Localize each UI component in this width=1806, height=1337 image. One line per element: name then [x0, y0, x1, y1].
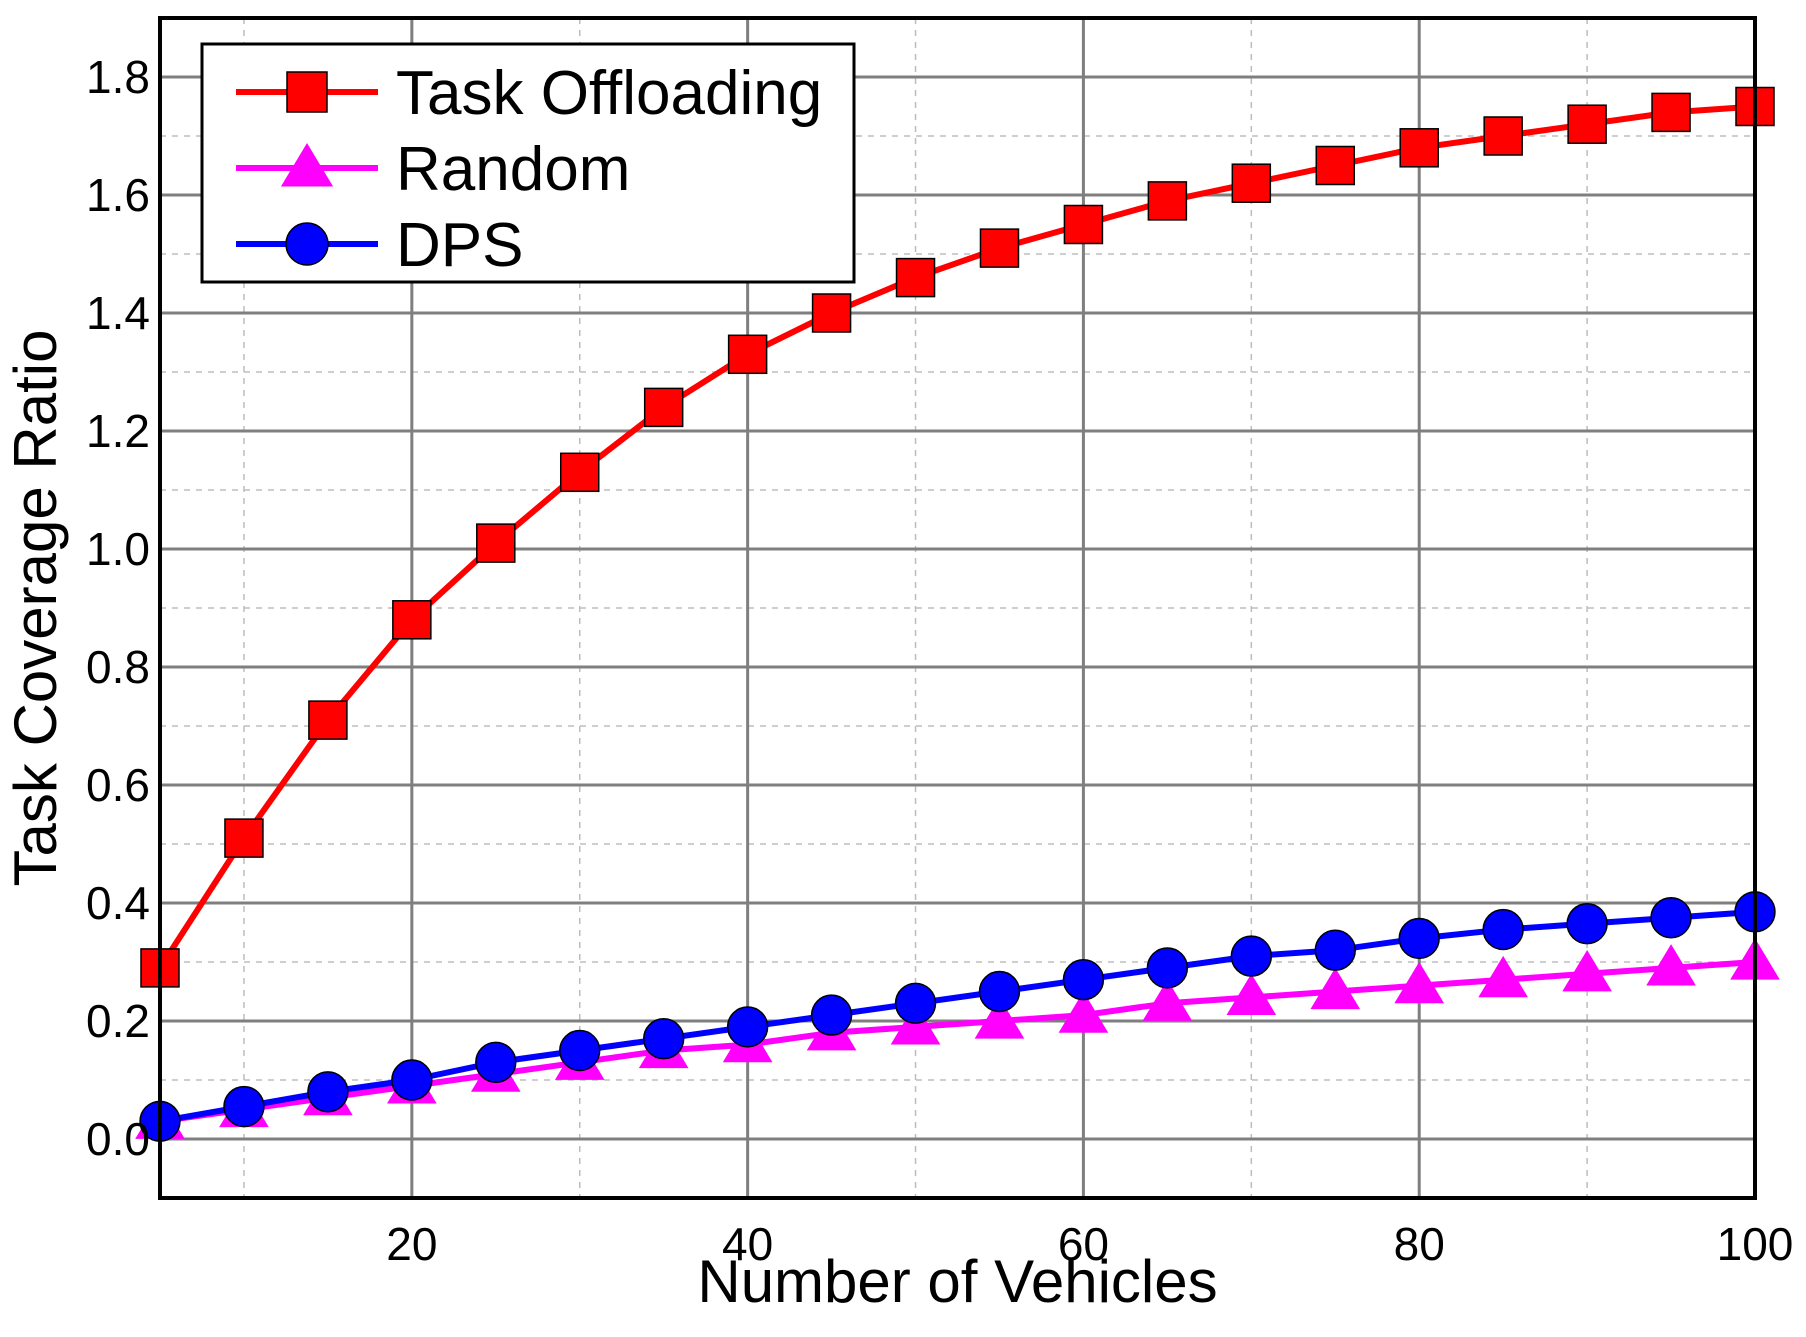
- square-marker: [643, 387, 684, 428]
- circle-marker: [978, 970, 1021, 1013]
- triangle-marker: [1394, 961, 1445, 1004]
- y-tick-label: 1.4: [86, 287, 150, 339]
- y-axis-label: Task Coverage Ratio: [2, 330, 69, 887]
- circle-marker: [1146, 947, 1189, 989]
- legend-label: DPS: [396, 211, 523, 280]
- square-marker: [1651, 92, 1691, 133]
- series-layer: [135, 86, 1780, 1143]
- circle-marker: [223, 1085, 265, 1128]
- circle-marker: [1482, 908, 1524, 951]
- y-tick-label: 1.0: [86, 523, 150, 575]
- circle-marker: [285, 222, 329, 266]
- circle-marker: [1398, 917, 1440, 960]
- circle-marker: [559, 1029, 601, 1072]
- triangle-marker: [1058, 991, 1109, 1033]
- circle-marker: [1314, 929, 1356, 971]
- triangle-marker: [974, 997, 1025, 1039]
- square-marker: [1231, 163, 1272, 203]
- square-marker: [1147, 181, 1188, 221]
- circle-marker: [391, 1059, 433, 1101]
- y-tick-label: 1.6: [86, 169, 150, 221]
- legend-label: Task Offloading: [396, 59, 822, 128]
- square-marker: [979, 228, 1020, 268]
- circle-marker: [475, 1041, 517, 1084]
- triangle-marker: [890, 1003, 941, 1045]
- y-tick-label: 0.6: [86, 759, 150, 811]
- plot-frame: [158, 16, 1757, 1200]
- legend-item: Random: [236, 135, 630, 204]
- triangle-marker: [1310, 967, 1361, 1010]
- circle-marker: [1650, 897, 1692, 939]
- square-marker: [895, 257, 936, 298]
- square-marker: [476, 523, 516, 563]
- circle-marker: [307, 1071, 349, 1113]
- triangle-marker: [280, 143, 334, 187]
- square-marker: [308, 700, 348, 740]
- circle-marker: [1062, 959, 1105, 1001]
- y-tick-label: 0.8: [86, 641, 150, 693]
- y-tick-label: 0.4: [86, 877, 150, 929]
- circle-marker: [642, 1017, 685, 1060]
- circle-marker: [1566, 902, 1608, 945]
- legend: Task Offloading Random DPS: [200, 42, 856, 284]
- square-marker: [1399, 128, 1439, 168]
- square-marker: [1567, 104, 1607, 144]
- y-tick-label: 1.2: [86, 405, 150, 457]
- square-marker: [286, 71, 328, 113]
- triangle-marker: [1646, 944, 1696, 986]
- triangle-marker: [1142, 979, 1193, 1021]
- circle-marker: [1230, 935, 1273, 977]
- circle-marker: [810, 994, 853, 1036]
- square-marker: [727, 334, 768, 375]
- square-marker: [811, 293, 852, 333]
- legend-item: Task Offloading: [236, 59, 822, 128]
- x-tick-label: 60: [1058, 1218, 1109, 1270]
- triangle-marker: [1478, 955, 1528, 998]
- x-tick-label: 40: [722, 1218, 773, 1270]
- triangle-marker: [1562, 950, 1612, 992]
- x-tick-label: 20: [386, 1218, 437, 1270]
- square-marker: [1483, 116, 1523, 156]
- circle-marker: [894, 982, 937, 1024]
- square-marker: [559, 452, 600, 493]
- y-tick-label: 0.2: [86, 995, 150, 1047]
- tick-labels: 20 40 60 80 100 0.0 0.2 0.4 0.6 0.8 1.0 1.2 1.4 1.6 1.…: [86, 51, 1793, 1270]
- square-marker: [1063, 204, 1104, 245]
- y-tick-label: 1.8: [86, 51, 150, 103]
- square-marker: [392, 600, 432, 640]
- x-axis-label: Number of Vehicles: [697, 1248, 1217, 1315]
- triangle-marker: [1226, 973, 1277, 1015]
- legend-label: Random: [396, 135, 630, 204]
- square-marker: [1315, 145, 1356, 186]
- circle-marker: [726, 1006, 769, 1048]
- x-tick-label: 80: [1394, 1218, 1445, 1270]
- y-tick-label: 0.0: [86, 1113, 150, 1165]
- x-tick-label: 100: [1717, 1218, 1794, 1270]
- square-marker: [224, 818, 264, 858]
- legend-item: DPS: [236, 211, 523, 280]
